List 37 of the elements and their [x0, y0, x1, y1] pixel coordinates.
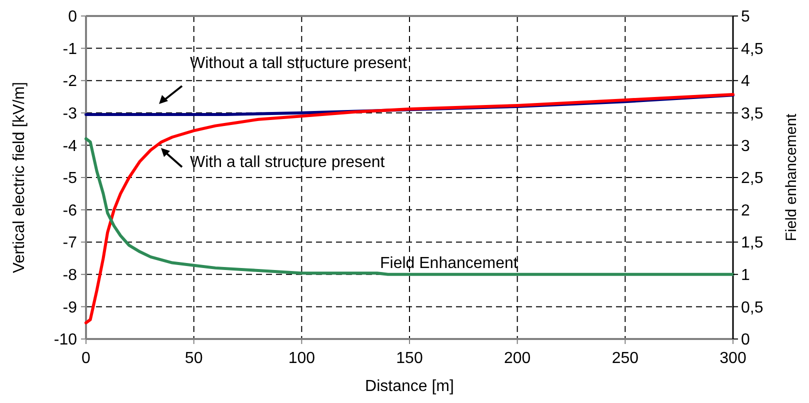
- y2-tick-label: 4: [741, 73, 750, 90]
- y2-tick-label: 2,5: [741, 170, 764, 188]
- y-tick-label: -1: [62, 40, 78, 58]
- y-tick-label: -7: [62, 234, 78, 252]
- line-series: [84, 92, 734, 324]
- annotation: Without a tall structure present: [190, 55, 408, 72]
- x-tick-label: 150: [396, 350, 423, 367]
- x-tick-label: 100: [288, 350, 316, 367]
- y2-axis-title: Field enhancement: [783, 112, 800, 242]
- line-series: [84, 137, 734, 276]
- y-tick-label: -2: [62, 73, 78, 90]
- x-tick-label: 300: [720, 350, 746, 367]
- y-tick-label: -10: [54, 332, 78, 349]
- y2-tick-label: 5: [741, 8, 750, 26]
- y-tick-label: -4: [62, 138, 78, 155]
- x-axis-title: Distance [m]: [365, 378, 454, 395]
- y-tick-label: -5: [62, 170, 78, 188]
- y-tick-label: 0: [68, 8, 78, 26]
- x-tick-label: 200: [504, 350, 531, 367]
- x-tick-label: 0: [82, 350, 91, 367]
- y2-tick-label: 0: [741, 332, 750, 349]
- y2-tick-label: 3,5: [741, 106, 764, 122]
- x-tick-label: 50: [184, 350, 203, 367]
- y2-tick-label: 3: [741, 138, 750, 155]
- y2-tick-label: 4,5: [741, 40, 764, 58]
- y-tick-label: -3: [62, 106, 78, 122]
- y-tick-label: -8: [62, 267, 78, 284]
- y2-tick-label: 1: [741, 267, 750, 284]
- x-tick-label: 250: [612, 350, 639, 367]
- annotation: Field Enhancement: [380, 255, 518, 272]
- y2-tick-label: 1,5: [741, 234, 764, 252]
- y-axis-title: Vertical electric field [kV/m]: [11, 82, 28, 274]
- y2-tick-label: 2: [741, 202, 750, 220]
- annotation: With a tall structure present: [190, 154, 386, 171]
- y-tick-label: -9: [62, 299, 78, 316]
- y2-tick-label: 0,5: [741, 299, 764, 316]
- y-tick-label: -6: [62, 202, 78, 220]
